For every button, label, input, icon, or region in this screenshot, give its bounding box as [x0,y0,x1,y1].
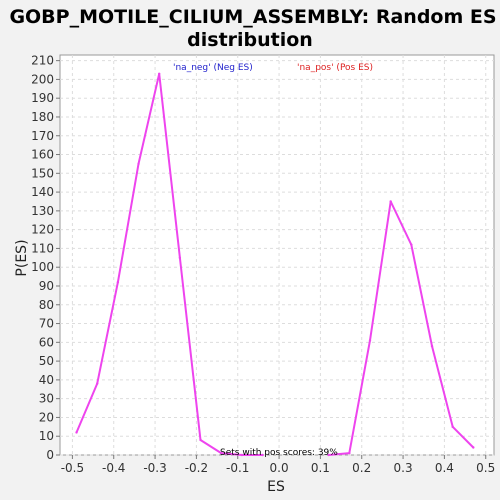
y-axis: 0 10 20 30 40 50 60 70 80 90 100 110 120 130 140 150 160… [31,54,60,462]
x-tick-label: 0.1 [311,461,330,475]
y-tick-label: 40 [39,373,54,387]
series-line-0 [75,72,263,456]
data-point [348,451,351,455]
x-tick-label: -0.1 [226,461,249,475]
y-tick-label: 60 [39,335,54,349]
chart-title-line2: distribution [187,29,313,51]
y-tick-label: 150 [31,166,54,180]
data-point [430,344,434,348]
series-line-1 [328,200,475,456]
data-point [137,162,140,166]
y-tick-label: 10 [39,429,54,443]
data-point [116,281,120,284]
data-point [389,200,392,203]
y-tick-label: 200 [31,72,54,86]
data-point [178,256,182,260]
x-tick-label: 0.4 [435,461,454,475]
y-tick-label: 110 [31,241,54,255]
y-tick-label: 120 [31,223,54,237]
data-point [410,243,413,246]
data-point [199,438,202,442]
y-tick-label: 50 [39,354,54,368]
x-tick-label: -0.4 [102,461,125,475]
y-tick-label: 180 [31,110,54,124]
y-tick-label: 160 [31,148,54,162]
x-axis: -0.5 -0.4 -0.3 -0.2 -0.1 0.0 0.1 0.2 0.3 0.4 0.5 [61,455,495,475]
data-point [240,453,244,457]
y-tick-label: 0 [46,448,54,462]
y-tick-label: 140 [31,185,54,199]
data-point [75,431,78,434]
y-axis-label: P(ES) [14,239,30,276]
data-point [368,339,372,342]
y-tick-label: 70 [39,317,54,331]
y-tick-label: 170 [31,129,54,143]
y-tick-label: 130 [31,204,54,218]
chart-title-line1: GOBP_MOTILE_CILIUM_ASSEMBLY: Random ES [9,6,496,28]
y-tick-label: 30 [39,392,54,406]
x-tick-label: 0.3 [394,461,413,475]
data-point [220,451,223,455]
x-tick-label: 0.2 [352,461,371,475]
y-tick-label: 90 [39,279,54,293]
data-point [472,446,475,449]
x-tick-label: -0.3 [143,461,166,475]
data-point [96,382,99,385]
x-tick-label: 0.0 [270,461,289,475]
y-tick-label: 20 [39,410,54,424]
pos-scores-annotation: Sets with pos scores: 39% [220,448,338,458]
plot-area [59,54,495,456]
legend-entry-pos: 'na_pos' (Pos ES) [297,63,373,73]
x-tick-label: -0.2 [185,461,208,475]
x-axis-label: ES [267,479,285,495]
y-tick-label: 190 [31,91,54,105]
data-point [327,453,330,457]
y-tick-label: 100 [31,260,54,274]
x-tick-label: -0.5 [61,461,84,475]
data-point [451,425,454,429]
data-point [261,453,264,457]
x-tick-label: 0.5 [476,461,495,475]
y-tick-label: 80 [39,298,54,312]
y-tick-label: 210 [31,54,54,68]
data-point [158,72,161,75]
legend-entry-neg: 'na_neg' (Neg ES) [173,63,253,73]
series-lines [75,72,475,457]
grid-lines [60,55,494,456]
